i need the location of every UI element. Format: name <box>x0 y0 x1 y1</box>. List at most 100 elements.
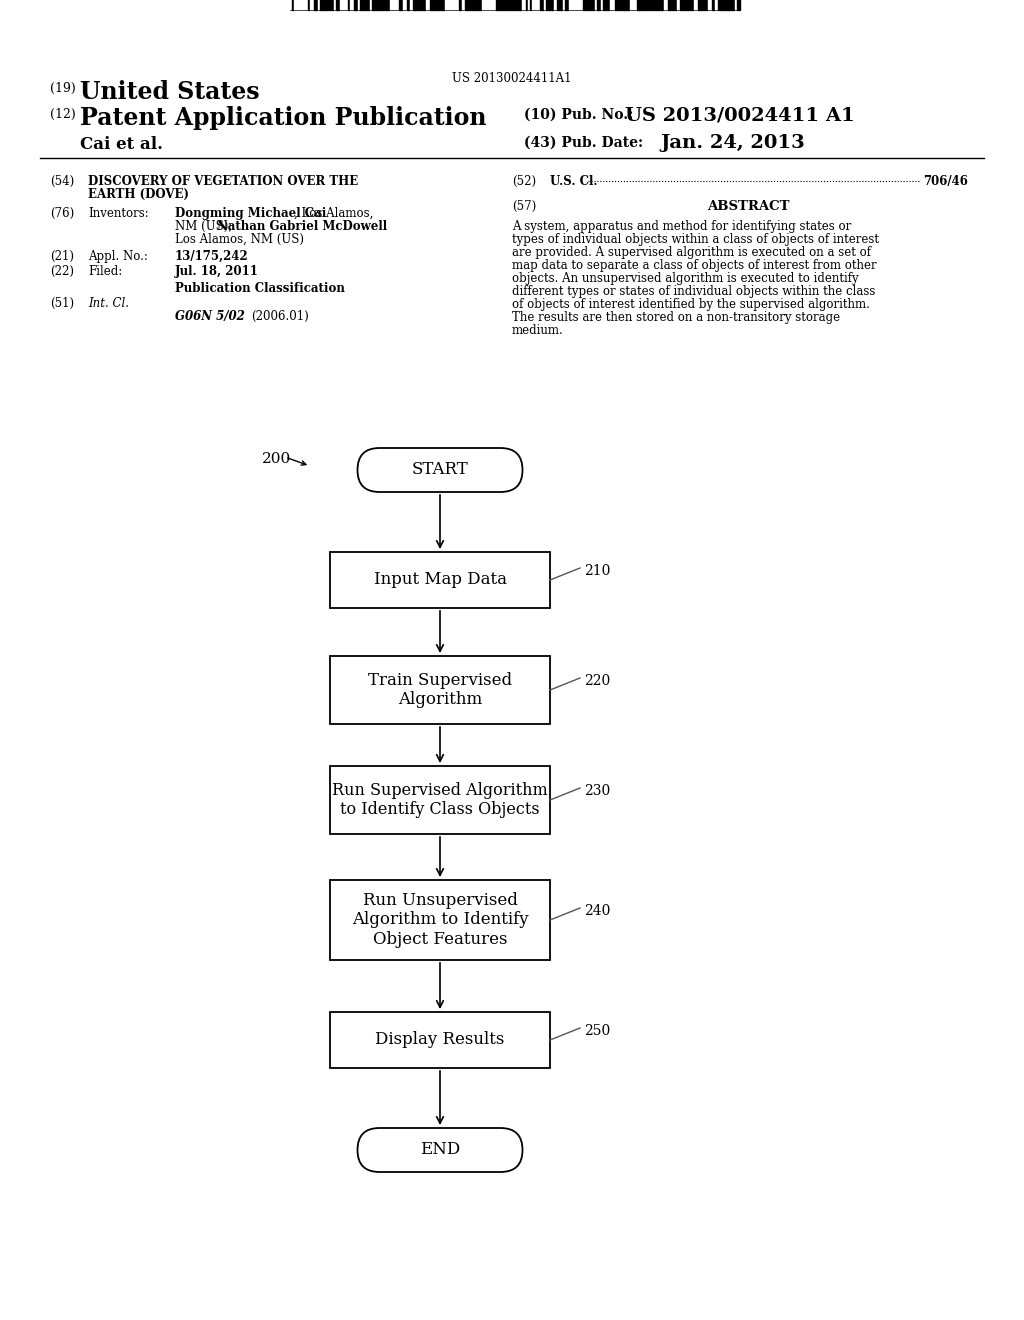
Bar <box>623 0 626 11</box>
FancyBboxPatch shape <box>357 447 522 492</box>
Bar <box>410 0 412 11</box>
Bar <box>590 0 592 11</box>
Bar <box>330 766 550 834</box>
Bar <box>350 0 353 11</box>
Text: are provided. A supervised algorithm is executed on a set of: are provided. A supervised algorithm is … <box>512 246 871 259</box>
Bar <box>610 0 612 11</box>
Bar <box>519 0 521 11</box>
Bar <box>723 0 726 11</box>
Bar <box>330 880 550 960</box>
Bar <box>502 0 505 11</box>
Bar <box>367 0 369 11</box>
Text: A system, apparatus and method for identifying states or: A system, apparatus and method for ident… <box>512 220 851 234</box>
Bar <box>677 0 679 11</box>
Bar <box>403 0 406 11</box>
Text: Train Supervised
Algorithm: Train Supervised Algorithm <box>368 672 512 709</box>
Bar <box>522 0 525 11</box>
Bar <box>445 0 447 11</box>
Bar <box>399 0 402 11</box>
Bar <box>565 0 568 11</box>
Bar <box>407 0 409 11</box>
Bar <box>551 0 553 11</box>
Bar <box>314 0 317 11</box>
Bar <box>585 0 587 11</box>
Bar <box>434 0 437 11</box>
Text: ABSTRACT: ABSTRACT <box>707 201 790 213</box>
Text: (51): (51) <box>50 297 74 310</box>
Bar <box>486 0 489 11</box>
Text: Input Map Data: Input Map Data <box>374 572 507 589</box>
Text: DISCOVERY OF VEGETATION OVER THE: DISCOVERY OF VEGETATION OVER THE <box>88 176 358 187</box>
Text: Run Unsupervised
Algorithm to Identify
Object Features: Run Unsupervised Algorithm to Identify O… <box>351 892 528 948</box>
Bar <box>468 0 470 11</box>
Text: Los Alamos, NM (US): Los Alamos, NM (US) <box>175 234 304 246</box>
Bar <box>493 0 495 11</box>
Bar <box>330 552 550 609</box>
Text: (22): (22) <box>50 265 74 279</box>
Bar <box>662 0 663 11</box>
Bar <box>627 0 629 11</box>
Bar <box>615 0 617 11</box>
Text: different types or states of individual objects within the class: different types or states of individual … <box>512 285 876 298</box>
Text: EARTH (DOVE): EARTH (DOVE) <box>88 187 189 201</box>
Text: 230: 230 <box>584 784 610 799</box>
Text: (21): (21) <box>50 249 74 263</box>
Text: 706/46: 706/46 <box>923 176 968 187</box>
Bar <box>340 0 343 11</box>
Text: Publication Classification: Publication Classification <box>175 282 345 294</box>
Text: (43) Pub. Date:: (43) Pub. Date: <box>524 136 643 150</box>
Bar <box>477 0 479 11</box>
Bar <box>396 0 398 11</box>
Bar <box>554 0 556 11</box>
Bar <box>378 0 381 11</box>
Bar <box>712 0 714 11</box>
Text: objects. An unsupervised algorithm is executed to identify: objects. An unsupervised algorithm is ex… <box>512 272 859 285</box>
Bar <box>634 0 636 11</box>
Text: United States: United States <box>80 81 260 104</box>
Bar <box>382 0 384 11</box>
FancyBboxPatch shape <box>357 1129 522 1172</box>
Bar <box>330 656 550 723</box>
Bar <box>668 0 670 11</box>
Bar <box>294 0 297 11</box>
Text: medium.: medium. <box>512 323 564 337</box>
Bar <box>620 0 622 11</box>
Text: (12): (12) <box>50 108 76 121</box>
Bar <box>465 0 467 11</box>
Bar <box>426 0 429 11</box>
Text: The results are then stored on a non-transitory storage: The results are then stored on a non-tra… <box>512 312 840 323</box>
Bar <box>655 0 657 11</box>
Text: Jul. 18, 2011: Jul. 18, 2011 <box>175 265 259 279</box>
Text: (54): (54) <box>50 176 75 187</box>
Bar <box>641 0 643 11</box>
Bar <box>727 0 730 11</box>
Bar <box>597 0 600 11</box>
Bar <box>516 0 518 11</box>
Bar <box>413 0 416 11</box>
Bar <box>664 0 667 11</box>
Bar <box>336 0 339 11</box>
Bar <box>330 1012 550 1068</box>
Bar <box>390 0 392 11</box>
Bar <box>385 0 387 11</box>
Bar <box>575 0 578 11</box>
Text: (2006.01): (2006.01) <box>251 310 309 323</box>
Bar <box>698 0 701 11</box>
Text: Inventors:: Inventors: <box>88 207 148 220</box>
Bar <box>682 0 685 11</box>
Bar <box>686 0 689 11</box>
Text: Nathan Gabriel McDowell: Nathan Gabriel McDowell <box>217 220 387 234</box>
Bar <box>658 0 660 11</box>
Bar <box>319 0 323 11</box>
Text: (76): (76) <box>50 207 75 220</box>
Text: Run Supervised Algorithm
to Identify Class Objects: Run Supervised Algorithm to Identify Cla… <box>332 781 548 818</box>
Bar <box>393 0 395 11</box>
Bar <box>459 0 461 11</box>
Bar <box>324 0 327 11</box>
Bar <box>422 0 425 11</box>
Text: END: END <box>420 1142 460 1159</box>
Text: Dongming Michael Cai: Dongming Michael Cai <box>175 207 327 220</box>
Text: (19): (19) <box>50 82 76 95</box>
Bar <box>344 0 347 11</box>
Bar <box>605 0 607 11</box>
